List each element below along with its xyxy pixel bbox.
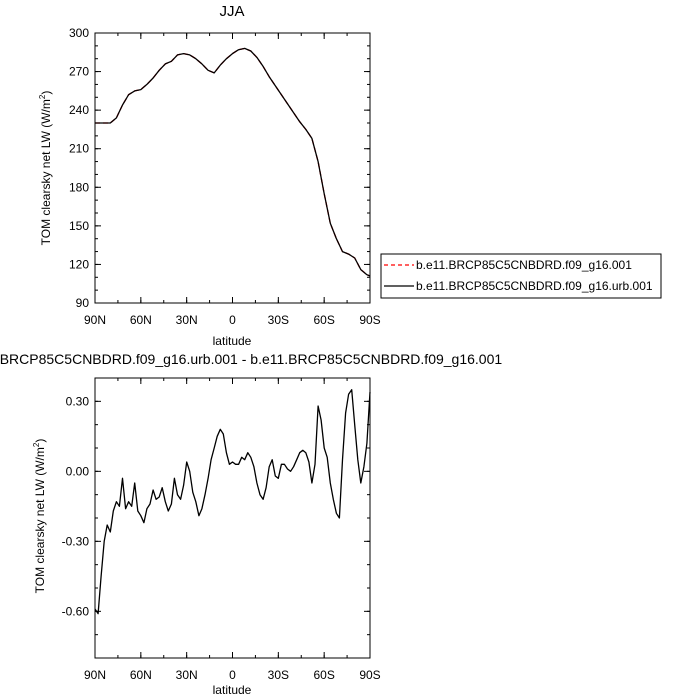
top-x-axis-label: latitude bbox=[213, 334, 252, 348]
bottom-y-axis-label-close: ) bbox=[33, 439, 47, 443]
bottom-y-tick-labels: 0.30 0.00 -0.30 -0.60 bbox=[62, 394, 90, 618]
y-tick-label: 120 bbox=[69, 257, 89, 271]
y-tick-label: 90 bbox=[76, 296, 90, 310]
legend-entry-2: b.e11.BRCP85C5CNBDRD.f09_g16.urb.001 bbox=[416, 279, 653, 293]
x-tick-label: 30N bbox=[176, 313, 198, 327]
y-tick-label: 210 bbox=[69, 142, 89, 156]
x-tick-label: 30S bbox=[268, 668, 289, 682]
top-series-group bbox=[95, 47, 371, 277]
y-tick-label: -0.30 bbox=[62, 534, 90, 548]
y-tick-label: 0.00 bbox=[66, 464, 90, 478]
y-tick-label: 300 bbox=[69, 26, 89, 40]
top-y-axis-label-close: ) bbox=[39, 91, 53, 95]
y-tick-label: 270 bbox=[69, 65, 89, 79]
series-line-1 bbox=[95, 47, 371, 277]
x-tick-label: 30N bbox=[176, 668, 198, 682]
top-y-axis-label: TOM clearsky net LW (W/m2) bbox=[38, 91, 53, 246]
legend-box bbox=[380, 253, 662, 299]
x-tick-label: 60S bbox=[313, 313, 334, 327]
bottom-x-axis-label: latitude bbox=[213, 683, 252, 697]
top-chart-title: JJA bbox=[219, 3, 244, 20]
bottom-y-axis-label-sup: 2 bbox=[32, 442, 41, 447]
x-tick-label: 60N bbox=[130, 668, 152, 682]
y-tick-label: 240 bbox=[69, 103, 89, 117]
x-tick-label: 90N bbox=[84, 668, 106, 682]
y-tick-label: -0.60 bbox=[62, 604, 90, 618]
bottom-y-axis-label-main: TOM clearsky net LW (W/m bbox=[33, 447, 47, 593]
x-tick-label: 0 bbox=[229, 313, 236, 327]
y-tick-label: 180 bbox=[69, 180, 89, 194]
series-line-1 bbox=[94, 389, 371, 615]
legend-entry-1: b.e11.BRCP85C5CNBDRD.f09_g16.001 bbox=[416, 258, 632, 272]
legend: b.e11.BRCP85C5CNBDRD.f09_g16.001 b.e11.B… bbox=[380, 253, 662, 299]
bottom-plot-frame bbox=[94, 377, 371, 659]
top-plot-frame bbox=[94, 32, 371, 304]
top-panel: JJA 90 120 150 180 210 240 270 300 90N 60N 30N 0 30… bbox=[38, 3, 662, 348]
bottom-y-axis-label: TOM clearsky net LW (W/m2) bbox=[32, 439, 47, 594]
series-line-2 bbox=[95, 47, 371, 277]
top-y-tick-labels: 90 120 150 180 210 240 270 300 bbox=[69, 26, 89, 310]
x-tick-label: 0 bbox=[229, 668, 236, 682]
top-x-tick-labels: 90N 60N 30N 0 30S 60S 90S bbox=[84, 313, 381, 327]
top-axes-decoration bbox=[94, 32, 371, 304]
x-tick-label: 60N bbox=[130, 313, 152, 327]
x-tick-label: 90S bbox=[359, 668, 380, 682]
bottom-panel: b.e11.BRCP85C5CNBDRD.f09_g16.urb.001 - b… bbox=[0, 351, 502, 697]
bottom-series-group bbox=[94, 389, 371, 615]
bottom-chart-title: b.e11.BRCP85C5CNBDRD.f09_g16.urb.001 - b… bbox=[0, 351, 502, 367]
y-tick-label: 0.30 bbox=[66, 394, 90, 408]
top-y-axis-label-main: TOM clearsky net LW (W/m bbox=[39, 99, 53, 245]
x-tick-label: 90S bbox=[359, 313, 380, 327]
bottom-axes-decoration bbox=[94, 377, 371, 659]
x-tick-label: 30S bbox=[268, 313, 289, 327]
y-tick-label: 150 bbox=[69, 219, 89, 233]
bottom-x-tick-labels: 90N 60N 30N 0 30S 60S 90S bbox=[84, 668, 381, 682]
x-tick-label: 60S bbox=[313, 668, 334, 682]
x-tick-label: 90N bbox=[84, 313, 106, 327]
top-y-axis-label-sup: 2 bbox=[38, 94, 47, 99]
